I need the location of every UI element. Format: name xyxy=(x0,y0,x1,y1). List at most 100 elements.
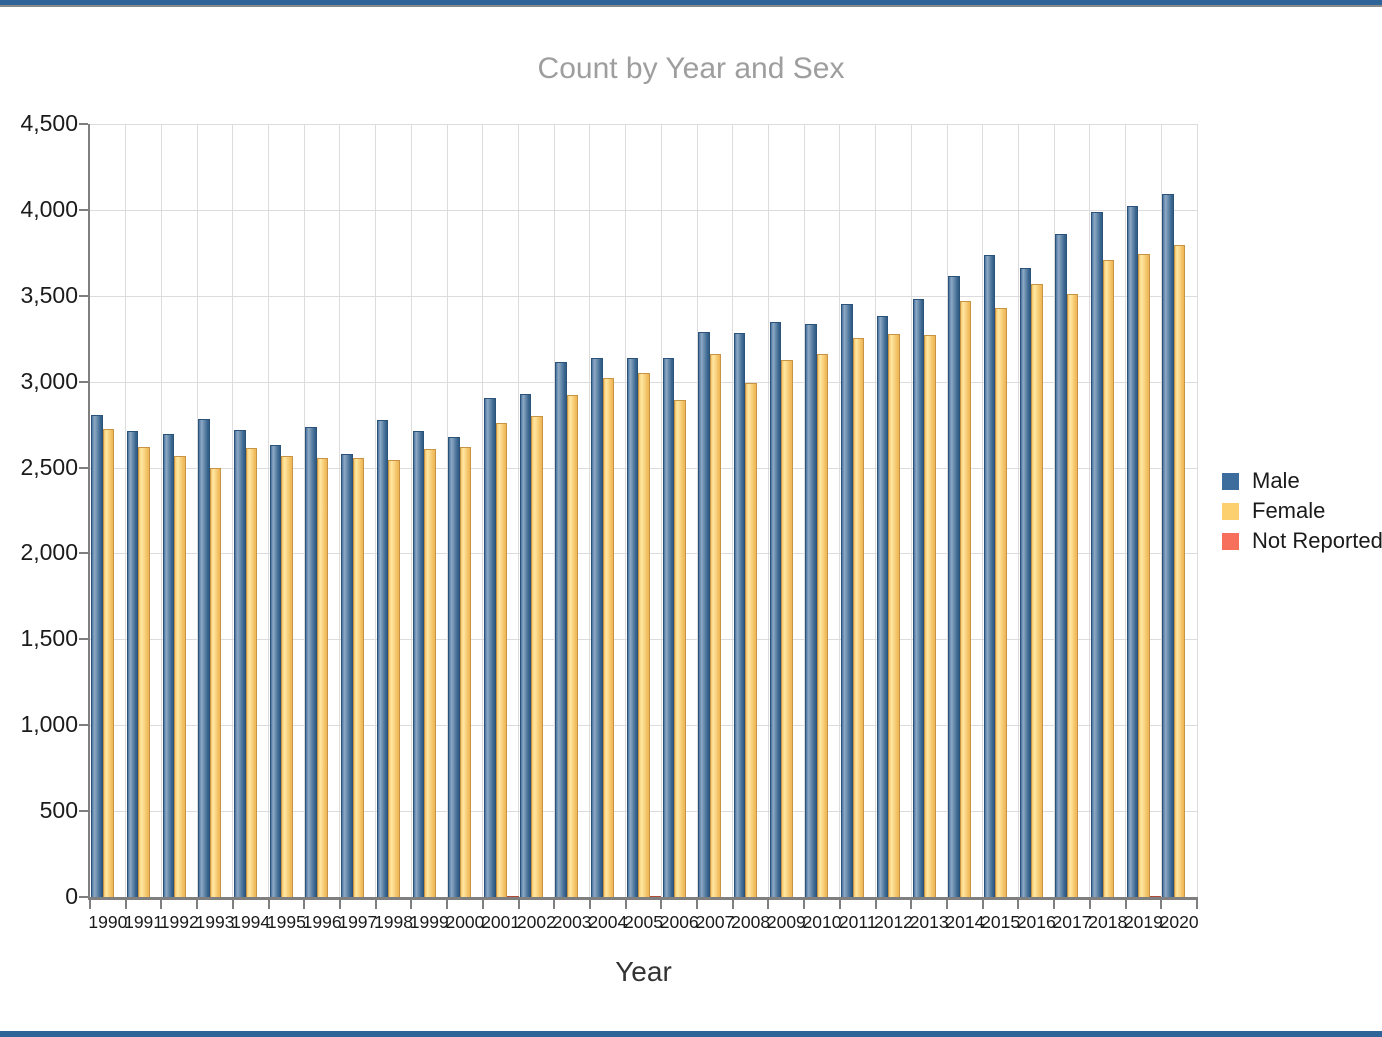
bar-male-2012 xyxy=(876,315,889,897)
y-tick-label: 2,000 xyxy=(20,539,78,566)
x-axis-tick xyxy=(89,900,91,909)
x-tick-label: 2018 xyxy=(1088,912,1128,932)
bar-male-2018 xyxy=(1091,211,1103,897)
x-axis-tick xyxy=(124,900,127,909)
y-axis-tick xyxy=(79,896,88,898)
x-tick-label: 2010 xyxy=(802,912,842,932)
chart-title: Count by Year and Sex xyxy=(537,52,845,85)
x-axis-tick xyxy=(1088,900,1091,909)
vertical-gridline xyxy=(232,124,234,897)
bar-male-1991 xyxy=(126,430,139,897)
x-axis-tick xyxy=(910,900,913,909)
x-tick-label: 1994 xyxy=(231,912,271,932)
x-tick-label: 1991 xyxy=(124,912,164,932)
bar-female-1992 xyxy=(174,455,186,897)
bar-female-2012 xyxy=(888,333,900,897)
vertical-gridline xyxy=(268,124,270,897)
x-axis-tick xyxy=(1053,900,1056,909)
x-axis-tick xyxy=(588,900,591,909)
bar-male-1995 xyxy=(269,445,282,897)
bar-female-1995 xyxy=(281,455,293,897)
window-bottom-strip xyxy=(0,1031,1382,1037)
x-tick-label: 1995 xyxy=(266,912,306,932)
y-axis-tick xyxy=(79,123,88,125)
bar-male-2006 xyxy=(662,357,675,897)
vertical-gridline xyxy=(553,124,555,897)
legend-item-male: Male xyxy=(1222,466,1382,496)
x-axis-tick xyxy=(1160,900,1163,909)
vertical-gridline xyxy=(732,124,734,897)
x-axis-tick xyxy=(410,900,413,909)
x-axis-tick xyxy=(981,900,984,909)
vertical-gridline xyxy=(160,124,162,897)
bar-female-1994 xyxy=(245,447,258,897)
bar-female-2010 xyxy=(816,354,829,897)
x-tick-label: 2003 xyxy=(552,912,592,932)
plot-area xyxy=(90,124,1198,897)
y-axis-line xyxy=(88,124,90,899)
vertical-gridline xyxy=(982,124,984,897)
vertical-gridline xyxy=(1089,124,1091,897)
bar-male-2016 xyxy=(1019,268,1032,897)
vertical-gridline xyxy=(375,124,377,897)
x-tick-label: 2019 xyxy=(1123,912,1163,932)
x-tick-label: 2017 xyxy=(1052,912,1092,932)
x-tick-label: 2020 xyxy=(1159,912,1199,932)
x-axis-tick xyxy=(374,900,377,909)
vertical-gridline xyxy=(803,124,805,897)
x-tick-label: 1998 xyxy=(374,912,413,932)
bar-male-2004 xyxy=(591,357,603,897)
vertical-gridline xyxy=(196,124,198,897)
x-tick-label: 2007 xyxy=(695,912,735,932)
vertical-gridline xyxy=(1160,124,1162,897)
bar-male-2007 xyxy=(698,331,710,897)
x-axis-tick xyxy=(946,900,949,909)
x-axis-tick xyxy=(267,900,270,909)
bar-male-1990 xyxy=(91,415,103,897)
x-tick-label: 2011 xyxy=(838,912,877,932)
y-tick-label: 1,500 xyxy=(20,625,78,652)
legend-label-female: Female xyxy=(1252,498,1326,523)
y-tick-label: 3,000 xyxy=(20,367,78,394)
bar-female-1993 xyxy=(209,468,222,897)
bar-female-2003 xyxy=(566,395,579,897)
x-tick-label: 1992 xyxy=(159,912,199,932)
x-axis-tick xyxy=(553,900,556,909)
x-axis-tick xyxy=(731,900,734,909)
window-top-strip xyxy=(0,0,1382,5)
bar-female-2009 xyxy=(781,360,793,897)
y-axis-tick xyxy=(79,638,88,641)
vertical-gridline xyxy=(660,124,662,897)
bar-nr-2019 xyxy=(1149,895,1162,897)
bar-nr-2005 xyxy=(649,895,662,897)
bar-female-2004 xyxy=(602,378,615,897)
y-tick-label: 4,000 xyxy=(20,195,78,222)
bar-male-2019 xyxy=(1126,206,1139,897)
vertical-gridline xyxy=(875,124,877,897)
y-axis-tick xyxy=(79,810,88,813)
x-axis-tick xyxy=(517,900,520,909)
vertical-gridline xyxy=(1053,124,1055,897)
x-tick-label: 2009 xyxy=(766,912,806,932)
x-tick-label: 2013 xyxy=(909,912,949,932)
bar-male-2008 xyxy=(733,332,746,897)
x-tick-label: 2014 xyxy=(945,912,985,932)
x-axis-tick xyxy=(160,900,163,909)
x-axis-tick xyxy=(446,900,449,909)
x-axis-tick xyxy=(1124,900,1127,909)
x-axis-tick xyxy=(196,900,199,909)
x-tick-label: 1996 xyxy=(302,912,342,932)
y-tick-label: 1,000 xyxy=(20,711,78,738)
bar-female-2000 xyxy=(459,446,472,897)
bar-female-2020 xyxy=(1173,245,1186,897)
vertical-gridline xyxy=(1196,124,1198,897)
vertical-gridline xyxy=(767,124,769,897)
legend-item-not-reported: Not Reported xyxy=(1222,526,1382,556)
x-axis-tick xyxy=(696,900,699,909)
legend-swatch-male xyxy=(1222,472,1239,490)
x-tick-label: 2005 xyxy=(624,912,663,932)
x-axis-tick xyxy=(1196,900,1198,909)
bar-female-2015 xyxy=(995,307,1007,897)
x-tick-label: 2012 xyxy=(873,912,913,932)
